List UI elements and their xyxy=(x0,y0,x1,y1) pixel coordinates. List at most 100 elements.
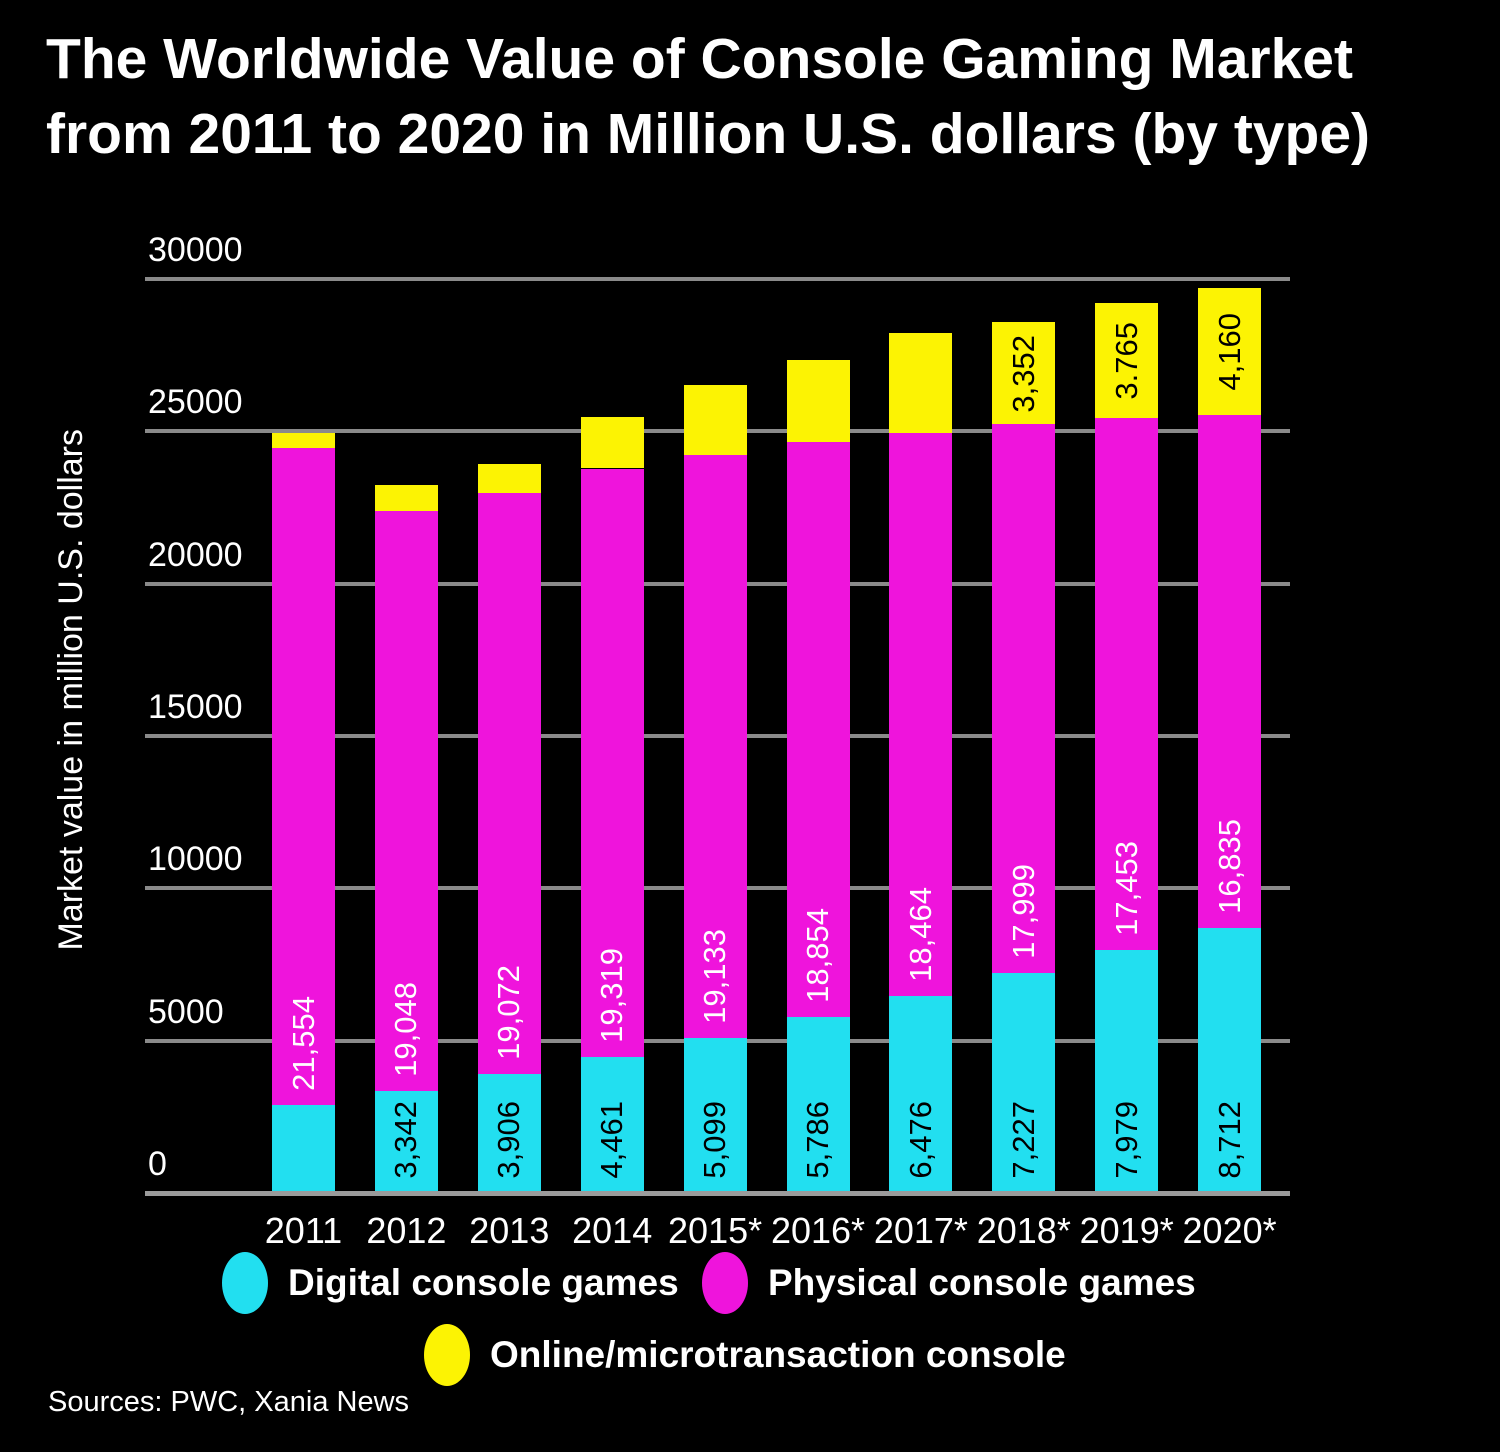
y-tick-label: 25000 xyxy=(148,383,243,422)
bar-value-label: 18,464 xyxy=(902,886,938,982)
bar-label-wrap: 4,461 xyxy=(581,1057,644,1193)
bar-segment-onlinemicrotransaction-2013 xyxy=(477,463,541,493)
bar-label-wrap: 3.765 xyxy=(1095,303,1158,418)
legend-marker-ellipse xyxy=(424,1324,470,1386)
bar-label-wrap: 4,160 xyxy=(1198,288,1261,415)
x-tick-label-2015: 2015* xyxy=(668,1210,763,1251)
bar-value-label: 3,342 xyxy=(388,1101,424,1179)
bar-label-wrap: 19,319 xyxy=(581,469,644,1058)
bar-segment-digital-2011 xyxy=(272,1104,335,1193)
bar-segment-onlinemicrotransaction-2016 xyxy=(786,360,850,443)
chart-title-line2: from 2011 to 2020 in Million U.S. dollar… xyxy=(46,102,1370,166)
bar-value-label: 19,133 xyxy=(697,928,733,1024)
bar-value-label: 6,476 xyxy=(902,1101,938,1179)
gridline-30000 xyxy=(145,277,1290,281)
source-text: Sources: PWC, Xania News xyxy=(48,1386,410,1418)
bar-value-label: 5,099 xyxy=(697,1101,733,1179)
bar-value-label: 4,461 xyxy=(594,1101,630,1179)
bar-segment-digital-2019 xyxy=(1095,949,1159,1193)
bar-value-label: 17,999 xyxy=(1005,863,1041,959)
x-tick-label-2019: 2019* xyxy=(1079,1210,1174,1251)
bar-value-label: 16,835 xyxy=(1211,818,1247,914)
bar-segment-digital-2017 xyxy=(889,995,953,1193)
bar-label-wrap: 19,072 xyxy=(478,493,541,1074)
bar-segment-onlinemicrotransaction-2019 xyxy=(1095,303,1159,419)
bar-segment-physical-2019 xyxy=(1095,418,1159,950)
x-tick-label-2018: 2018* xyxy=(976,1210,1071,1251)
bar-label-wrap: 18,854 xyxy=(787,442,850,1016)
bar-label-wrap: 21,554 xyxy=(272,448,335,1105)
bar-label-wrap: 3,906 xyxy=(478,1074,541,1193)
bar-label-wrap: 17,453 xyxy=(1095,418,1158,950)
legend-label: Physical console games xyxy=(768,1262,1196,1303)
bar-value-label: 19,048 xyxy=(388,982,424,1078)
bar-segment-physical-2017 xyxy=(889,433,953,996)
bar-segment-physical-2013 xyxy=(477,492,541,1074)
y-axis-title-wrap: Market value in million U.S. dollars xyxy=(48,240,94,1140)
bar-segment-digital-2012 xyxy=(374,1091,438,1193)
bar-segment-physical-2020 xyxy=(1198,414,1262,928)
x-axis-line xyxy=(145,1191,1290,1196)
bar-segment-physical-2015 xyxy=(683,454,747,1038)
legend-marker-ellipse xyxy=(222,1252,268,1314)
bar-label-wrap: 3,352 xyxy=(992,322,1055,424)
x-tick-label-2016: 2016* xyxy=(770,1210,866,1251)
bar-label-wrap: 18,464 xyxy=(889,433,952,996)
bar-segment-onlinemicrotransaction-2014 xyxy=(580,416,644,469)
bar-label-wrap: 5,786 xyxy=(787,1017,850,1193)
bar-label-wrap: 19,133 xyxy=(684,455,747,1038)
bar-label-wrap: 19,048 xyxy=(375,511,438,1091)
bar-label-wrap: 7,227 xyxy=(992,973,1055,1193)
legend-label: Digital console games xyxy=(288,1262,679,1303)
bar-segment-onlinemicrotransaction-2012 xyxy=(374,484,438,511)
bar-segment-digital-2014 xyxy=(580,1057,644,1193)
chart-title-line1: The Worldwide Value of Console Gaming Ma… xyxy=(46,27,1353,91)
bar-segment-onlinemicrotransaction-2015 xyxy=(683,384,747,455)
y-tick-label: 30000 xyxy=(148,231,243,269)
bar-label-wrap: 3,342 xyxy=(375,1091,438,1193)
bar-segment-physical-2016 xyxy=(786,442,850,1017)
chart-title: The Worldwide Value of Console Gaming Ma… xyxy=(46,22,1486,172)
bar-segment-onlinemicrotransaction-2011 xyxy=(272,432,335,448)
bar-value-label: 19,072 xyxy=(491,965,527,1060)
y-tick-label: 15000 xyxy=(148,688,243,726)
x-tick-label-2020: 2020* xyxy=(1182,1210,1277,1251)
y-tick-label: 10000 xyxy=(148,840,243,879)
bar-segment-digital-2016 xyxy=(786,1016,850,1193)
y-tick-label: 0 xyxy=(148,1145,167,1183)
bar-segment-digital-2013 xyxy=(477,1073,541,1193)
bar-value-label: 4,160 xyxy=(1211,312,1247,391)
bar-segment-digital-2015 xyxy=(683,1037,747,1193)
x-tick-label-2013: 2013 xyxy=(469,1210,550,1251)
bar-label-wrap: 7,979 xyxy=(1095,950,1158,1193)
bar-segment-onlinemicrotransaction-2018 xyxy=(992,322,1056,425)
legend-marker-ellipse xyxy=(702,1252,748,1314)
bar-segment-onlinemicrotransaction-2017 xyxy=(889,332,953,434)
bar-segment-digital-2020 xyxy=(1198,927,1262,1193)
bar-value-label: 7,227 xyxy=(1005,1101,1041,1179)
bar-label-wrap: 8,712 xyxy=(1198,928,1261,1193)
bar-value-label: 17,453 xyxy=(1108,841,1144,936)
bar-value-label: 3,352 xyxy=(1005,334,1041,413)
y-tick-label: 20000 xyxy=(148,535,243,574)
bar-segment-physical-2012 xyxy=(374,510,438,1092)
bar-segment-physical-2011 xyxy=(272,447,335,1105)
bar-value-label: 3,906 xyxy=(491,1101,527,1179)
x-tick-label-2011: 2011 xyxy=(264,1210,343,1251)
bar-value-label: 19,319 xyxy=(594,948,630,1044)
bar-value-label: 7,979 xyxy=(1108,1101,1144,1179)
bar-value-label: 5,786 xyxy=(800,1101,835,1179)
bar-segment-onlinemicrotransaction-2020 xyxy=(1198,287,1262,415)
legend-label: Online/microtransaction console xyxy=(490,1334,1066,1375)
y-axis-title: Market value in million U.S. dollars xyxy=(51,429,90,951)
legend-item-onlinemicrotransaction: Online/microtransaction console xyxy=(424,1324,1066,1386)
bar-label-wrap: 17,999 xyxy=(992,424,1055,972)
bar-segment-digital-2018 xyxy=(992,972,1056,1193)
bar-segment-physical-2014 xyxy=(580,468,644,1058)
bar-value-label: 8,712 xyxy=(1211,1101,1247,1179)
bar-label-wrap: 16,835 xyxy=(1198,415,1261,928)
x-tick-label-2012: 2012 xyxy=(366,1210,447,1251)
x-tick-label-2017: 2017* xyxy=(873,1210,968,1251)
legend-item-digital: Digital console games xyxy=(222,1252,679,1314)
